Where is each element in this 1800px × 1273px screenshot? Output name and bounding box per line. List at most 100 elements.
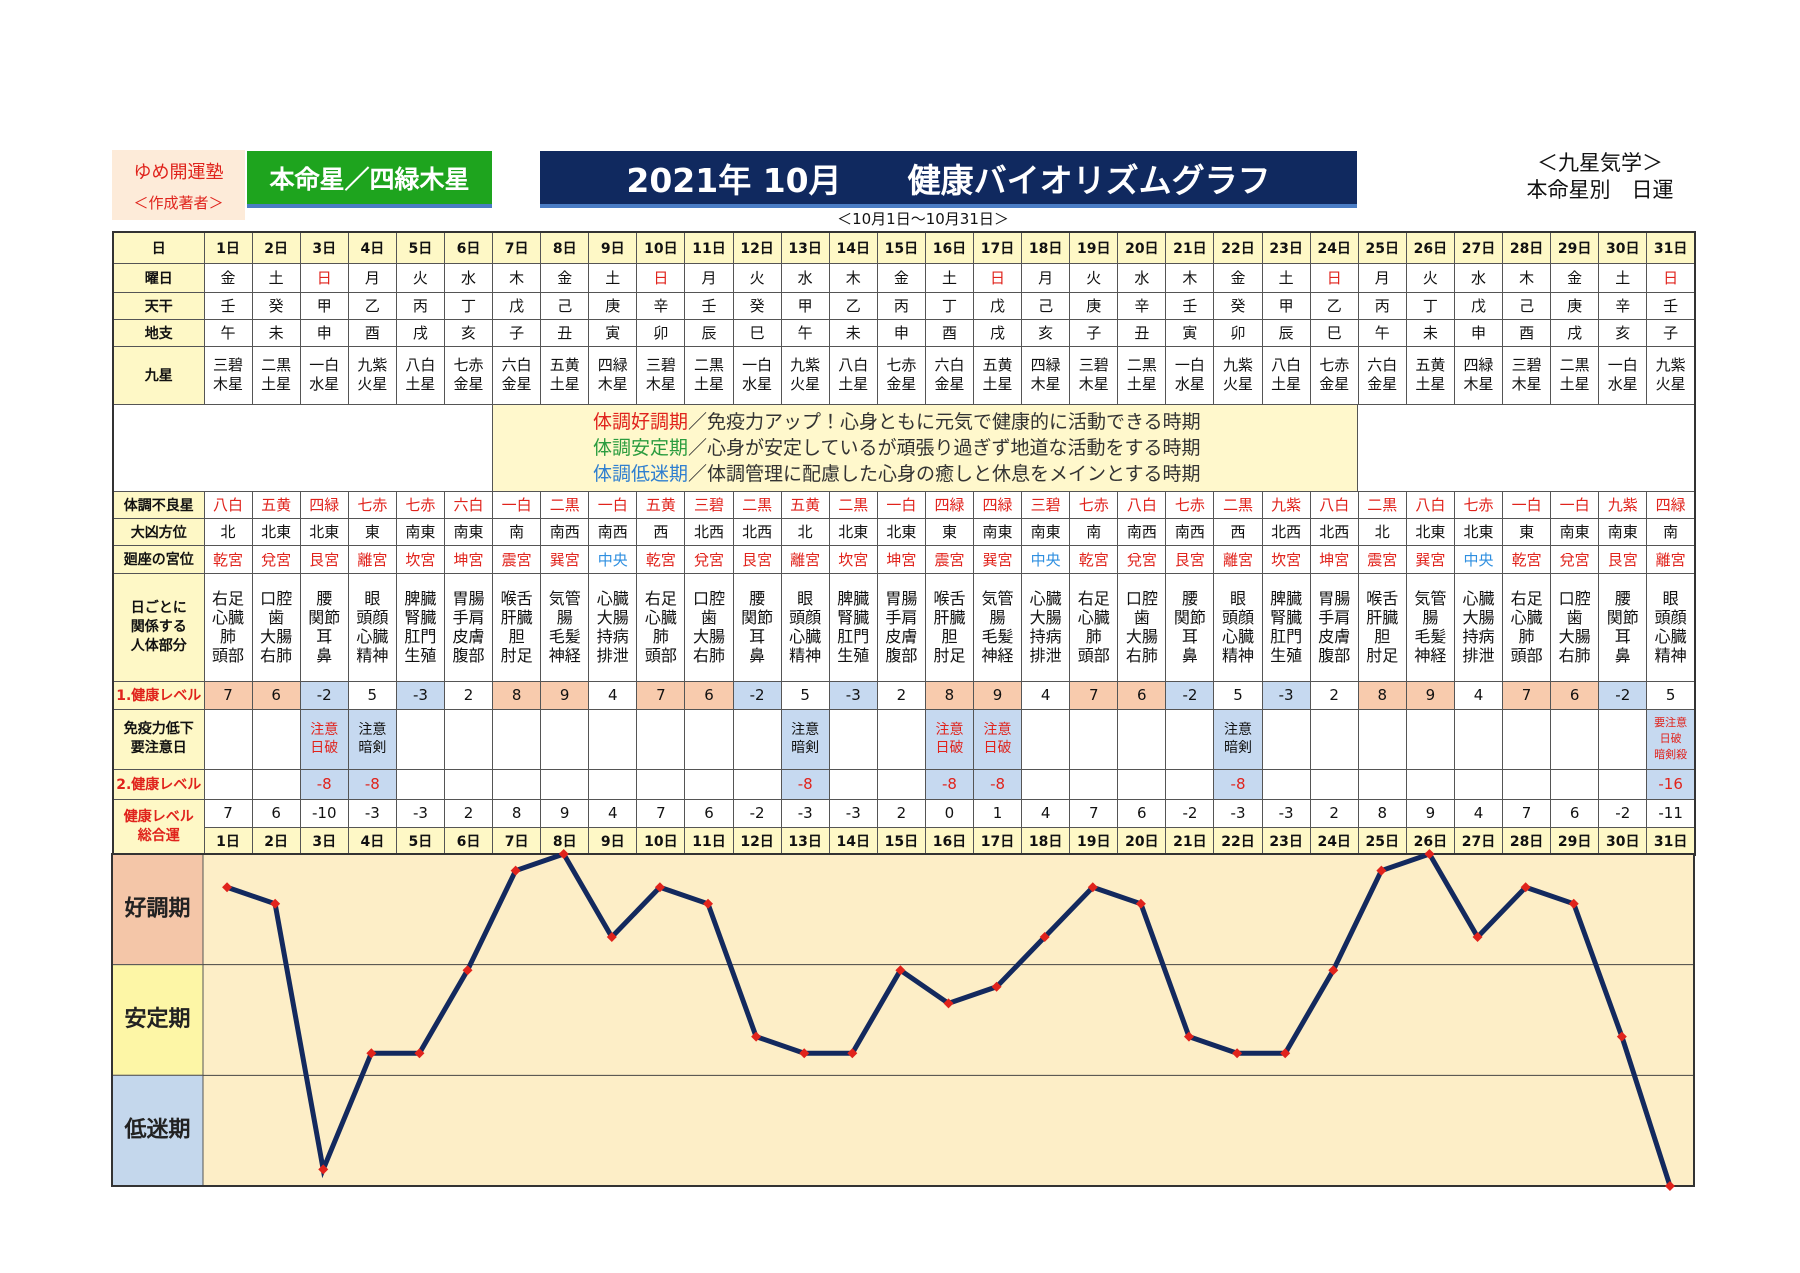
bad-star-cell: 三碧 xyxy=(1021,490,1071,519)
bad-star-cell: 二黒 xyxy=(732,490,782,519)
caution-cell xyxy=(828,708,878,770)
weekday-cell: 土 xyxy=(251,262,301,293)
palace-cell: 乾宮 xyxy=(1069,544,1119,574)
body-part: 心臓 xyxy=(356,627,389,646)
stem-cell: 乙 xyxy=(347,291,397,320)
palace-cell-text: 乾宮 xyxy=(645,550,676,569)
direction-cell: 南東 xyxy=(395,517,445,546)
body-part: 手肩 xyxy=(885,608,918,627)
branch-cell: 丑 xyxy=(540,318,590,347)
level1-cell: 9 xyxy=(1405,680,1455,710)
weekday-cell-text: 日 xyxy=(1326,269,1342,287)
level1-cell: 5 xyxy=(1646,680,1696,710)
body-part: 歯 xyxy=(1133,608,1150,627)
caution-cell xyxy=(1069,708,1119,770)
body-cell: 右足 心臓肺頭部 xyxy=(1502,572,1552,682)
stem-cell-text: 戊 xyxy=(1470,297,1486,315)
body-cell: 眼頭顔 心臓 精神 xyxy=(780,572,830,682)
bad-star-cell-text: 二黒 xyxy=(1223,496,1254,514)
star-cell-text: 二黒土星 xyxy=(1126,356,1157,393)
body-cell: 胃腸 手肩 皮膚 腹部 xyxy=(443,572,494,682)
bad-star-cell: 一白 xyxy=(588,490,638,519)
body-part: 頭顔 xyxy=(789,608,822,627)
body-part: 持病 xyxy=(1462,627,1495,646)
stem-cell-text: 己 xyxy=(1519,297,1535,315)
weekday-cell-text: 金 xyxy=(220,269,236,287)
branch-cell: 酉 xyxy=(1502,318,1552,347)
branch-cell-text: 卯 xyxy=(653,324,669,342)
stem-cell: 丙 xyxy=(1357,291,1407,320)
caution-cell xyxy=(492,708,542,770)
point-marker xyxy=(318,1164,329,1175)
level1-cell-text: 4 xyxy=(1473,686,1484,704)
day-header: 15日 xyxy=(876,826,926,856)
bad-star-cell: 八白 xyxy=(1405,490,1455,519)
level2-cell xyxy=(684,768,734,800)
star-cell-text: 九紫火星 xyxy=(790,356,821,393)
level2-cell xyxy=(1502,768,1552,800)
direction-cell-text: 北 xyxy=(1374,523,1390,541)
caution-cell xyxy=(395,708,445,770)
body-part: 腎臓 xyxy=(837,608,870,627)
stem-cell: 己 xyxy=(540,291,590,320)
bad-star-cell-text: 八白 xyxy=(1126,496,1157,514)
total-cell: 1 xyxy=(972,798,1023,828)
body-part: 腹部 xyxy=(885,646,918,665)
direction-cell: 南東 xyxy=(1550,517,1600,546)
level1-cell-text: 2 xyxy=(463,686,474,704)
page-title: 2021年 10月 健康バイオリズムグラフ xyxy=(540,151,1357,208)
weekday-cell: 月 xyxy=(684,262,734,293)
stem-cell: 壬 xyxy=(203,291,253,320)
palace-cell: 坤宮 xyxy=(876,544,926,574)
caution-cell xyxy=(443,708,494,770)
body-part: 排泄 xyxy=(596,646,629,665)
palace-cell-text: 坤宮 xyxy=(886,550,917,569)
star-cell-text: 四緑木星 xyxy=(597,356,628,393)
point-marker xyxy=(654,882,665,893)
bad-star-cell-text: 四緑 xyxy=(1655,496,1686,514)
weekday-cell-text: 水 xyxy=(461,269,477,287)
total-cell: -2 xyxy=(1598,798,1648,828)
weekday-cell-text: 火 xyxy=(749,269,765,287)
weekday-cell-text: 土 xyxy=(605,269,621,287)
palace-cell-text: 乾宮 xyxy=(213,550,244,569)
caution-line: 日破 xyxy=(1659,732,1682,745)
bad-star-cell-text: 四緑 xyxy=(309,496,340,514)
branch-cell: 寅 xyxy=(588,318,638,347)
weekday-cell: 火 xyxy=(732,262,782,293)
total-cell: -2 xyxy=(1165,798,1215,828)
star-cell: 三碧木星 xyxy=(636,345,686,405)
palace-cell-text: 艮宮 xyxy=(309,550,340,569)
star-cell-text: 四緑木星 xyxy=(1030,356,1061,393)
caution-cell xyxy=(1261,708,1311,770)
star-cell: 一白水星 xyxy=(1598,345,1648,405)
bad-star-cell-text: 四緑 xyxy=(982,496,1013,514)
stem-cell-text: 丙 xyxy=(893,297,909,315)
level2-cell xyxy=(1598,768,1648,800)
direction-cell: 東 xyxy=(1502,517,1552,546)
stem-cell-text: 辛 xyxy=(1134,297,1150,315)
level1-cell-text: 4 xyxy=(608,686,618,704)
level1-cell-text: 8 xyxy=(944,686,955,704)
body-part: 毛髪 xyxy=(548,627,581,646)
palace-cell-text: 坎宮 xyxy=(838,550,869,569)
palace-cell-text: 震宮 xyxy=(501,550,532,569)
level1-cell-text: 5 xyxy=(1665,686,1676,704)
period: ＜10月1日～10月31日＞ xyxy=(837,210,1009,228)
body-part: 排泄 xyxy=(1029,646,1062,665)
day-header: 30日 xyxy=(1598,826,1648,856)
day-header: 9日 xyxy=(588,231,638,264)
direction-cell: 南東 xyxy=(1021,517,1071,546)
day-header: 21日 xyxy=(1165,231,1215,264)
day-header: 17日 xyxy=(972,826,1023,856)
palace-cell: 坎宮 xyxy=(395,544,445,574)
total-cell: -3 xyxy=(780,798,830,828)
weekday-cell: 火 xyxy=(395,262,445,293)
star-cell-text: 三碧木星 xyxy=(213,356,244,393)
palace-cell: 坎宮 xyxy=(828,544,878,574)
star-cell: 七赤金星 xyxy=(876,345,926,405)
weekday-cell: 土 xyxy=(1261,262,1311,293)
row-label: 九星 xyxy=(112,345,205,405)
level2-cell xyxy=(732,768,782,800)
bad-star-cell-text: 一白 xyxy=(886,496,917,514)
